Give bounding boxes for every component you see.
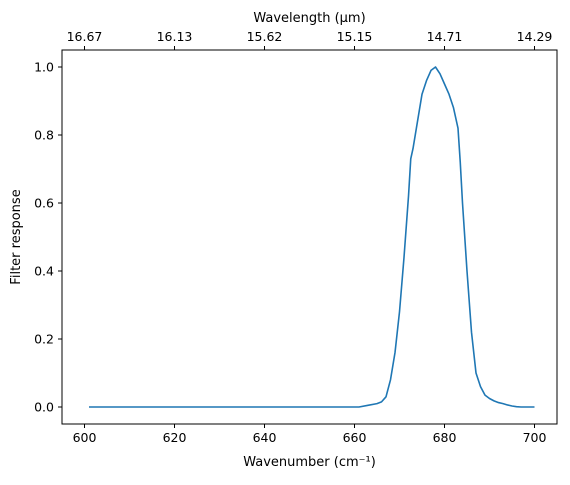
y-axis-label: Filter response — [9, 189, 24, 284]
x-tick-label: 680 — [433, 430, 457, 445]
top-x-axis-label: Wavelength (μm) — [253, 11, 365, 26]
x-axis-label: Wavenumber (cm⁻¹) — [243, 455, 376, 470]
x-tick-label: 640 — [253, 430, 277, 445]
x-tick-label: 600 — [73, 430, 97, 445]
y-tick-label: 0.4 — [34, 264, 54, 279]
top-x-tick-label: 16.67 — [67, 29, 103, 44]
ticks-layer: 600 620 640 660 680 700 16.67 16.13 15.62 15.15 14… — [34, 29, 552, 445]
top-x-tick-label: 16.13 — [157, 29, 193, 44]
top-x-tick-label: 14.71 — [427, 29, 463, 44]
x-tick-label: 660 — [343, 430, 367, 445]
y-tick-label: 0.2 — [34, 332, 54, 347]
x-tick-label: 620 — [163, 430, 187, 445]
top-x-tick-label: 14.29 — [517, 29, 553, 44]
top-x-tick-label: 15.15 — [337, 29, 373, 44]
y-tick-label: 1.0 — [34, 60, 54, 75]
y-tick-label: 0.6 — [34, 196, 54, 211]
plot-layer — [89, 66, 535, 408]
plot-frame — [61, 49, 558, 425]
y-tick-label: 0.0 — [34, 400, 54, 415]
y-tick-label: 0.8 — [34, 128, 54, 143]
series-line-0 — [89, 66, 535, 408]
top-x-tick-label: 15.62 — [247, 29, 283, 44]
x-tick-label: 700 — [523, 430, 547, 445]
